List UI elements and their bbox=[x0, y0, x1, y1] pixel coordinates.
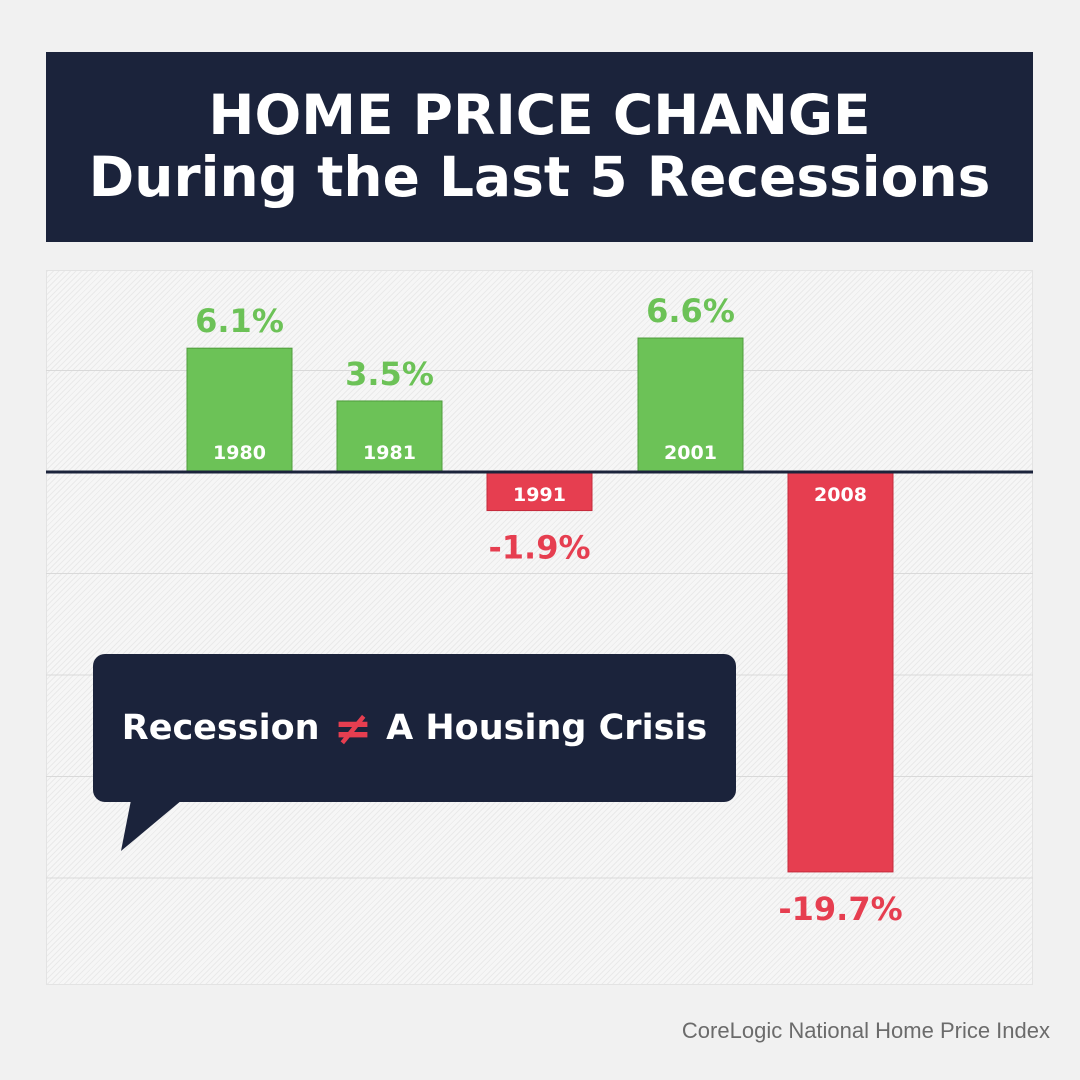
category-label-1991: 1991 bbox=[513, 484, 566, 506]
category-label-1981: 1981 bbox=[363, 442, 416, 464]
value-label-1991: -1.9% bbox=[488, 529, 590, 567]
title-banner: HOME PRICE CHANGE During the Last 5 Rece… bbox=[46, 52, 1033, 242]
bar-1981 bbox=[336, 400, 443, 473]
bar-2008 bbox=[787, 471, 894, 873]
not-equal-icon: ≠ bbox=[333, 701, 373, 755]
callout-right-text: A Housing Crisis bbox=[386, 708, 708, 748]
value-label-2008: -19.7% bbox=[778, 890, 902, 928]
source-credit: CoreLogic National Home Price Index bbox=[681, 1018, 1050, 1043]
category-label-2008: 2008 bbox=[814, 484, 867, 506]
category-label-2001: 2001 bbox=[664, 442, 717, 464]
title-line-1: HOME PRICE CHANGE bbox=[208, 83, 871, 148]
bars bbox=[186, 337, 894, 873]
bar-2001 bbox=[637, 337, 744, 473]
labels: 1980 6.1% 1981 3.5% 1991 -1.9% 2001 6.6% 2008 -19… bbox=[195, 292, 903, 928]
value-label-2001: 6.6% bbox=[646, 292, 735, 330]
callout-bubble: Recession ≠ A Housing Crisis bbox=[93, 654, 736, 802]
value-label-1980: 6.1% bbox=[195, 302, 284, 340]
title-line-2: During the Last 5 Recessions bbox=[88, 145, 991, 209]
callout-left-text: Recession bbox=[121, 708, 320, 748]
value-label-1981: 3.5% bbox=[345, 355, 434, 393]
bar-1980 bbox=[186, 347, 293, 473]
category-label-1980: 1980 bbox=[213, 442, 266, 464]
bar-1991 bbox=[486, 471, 593, 512]
